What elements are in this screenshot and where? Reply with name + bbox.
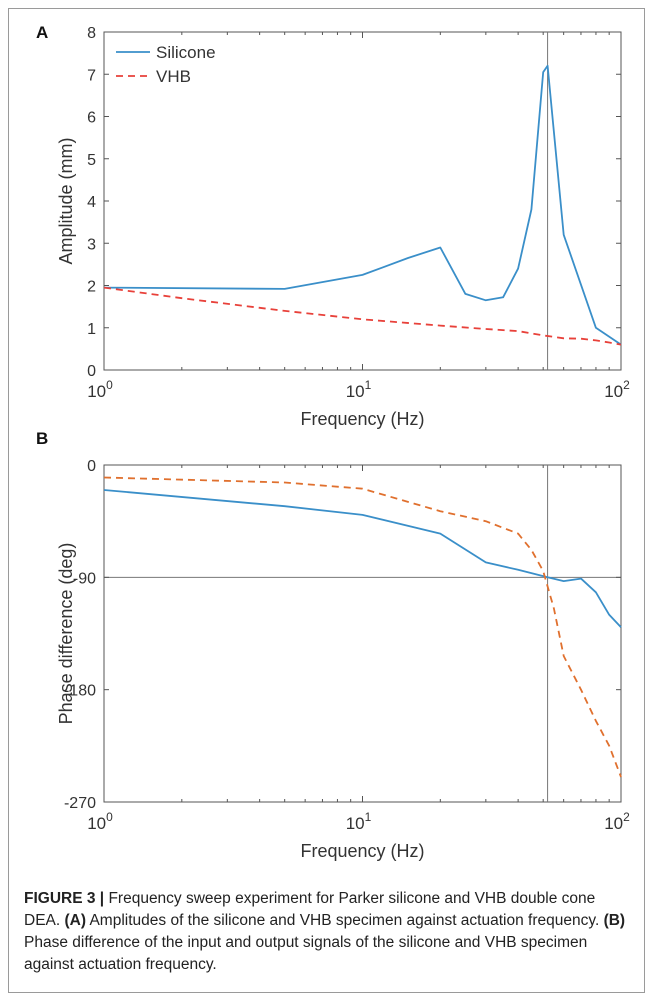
caption-text: Frequency sweep experiment for Parker si… bbox=[24, 890, 596, 929]
panel-b-xlabel: Frequency (Hz) bbox=[300, 841, 424, 861]
figure-frame bbox=[8, 8, 645, 993]
caption-a-label: (A) bbox=[64, 912, 87, 929]
panel-a-legend-label-1: Silicone bbox=[156, 43, 216, 62]
panel-b-xtick-label: 100 bbox=[87, 810, 113, 833]
panel-b-ytick-label: 0 bbox=[87, 458, 96, 475]
panel-a-series-line-2 bbox=[103, 286, 622, 346]
panel-a-ytick-label: 8 bbox=[87, 25, 96, 42]
panel-a-ytick-label: 3 bbox=[87, 236, 96, 253]
panel-a-ylabel: Amplitude (mm) bbox=[56, 137, 76, 264]
caption-b-label: (B) bbox=[603, 912, 626, 929]
panel-b-ytick-label: -90 bbox=[73, 570, 96, 587]
panel-b-ylabel: Phase difference (deg) bbox=[56, 543, 76, 725]
panel-a-xtick-label: 100 bbox=[87, 378, 113, 401]
panel-b-xtick-label: 102 bbox=[604, 810, 630, 833]
panel-a-label: A bbox=[36, 23, 48, 42]
panel-b-ytick-label: -180 bbox=[64, 683, 96, 700]
figure-charts: A 0 1 2 3 4 5 6 7 8 100 101 102 Frequency (Hz) Amplitu… bbox=[36, 23, 630, 861]
panel-a-ytick-label: 4 bbox=[87, 194, 96, 211]
panel-a-xlabel: Frequency (Hz) bbox=[300, 409, 424, 429]
caption-b-text: Phase difference of the input and output… bbox=[24, 934, 588, 973]
panel-a-ytick-label: 2 bbox=[87, 279, 96, 296]
caption-label: FIGURE 3 | bbox=[24, 890, 105, 907]
panel-a-ytick-label: 1 bbox=[87, 321, 96, 338]
panel-a-xtick-label: 101 bbox=[346, 378, 372, 401]
panel-a-ytick-label: 0 bbox=[87, 363, 96, 380]
panel-b-series-line-2 bbox=[103, 476, 622, 778]
panel-b-xtick-label: 101 bbox=[346, 810, 372, 833]
panel-a-xtick-label: 102 bbox=[604, 378, 630, 401]
panel-b-series-line-1 bbox=[103, 489, 622, 628]
panel-a-ytick-label: 5 bbox=[87, 152, 96, 169]
panel-a-ytick-label: 6 bbox=[87, 110, 96, 127]
caption-a-text: Amplitudes of the silicone and VHB speci… bbox=[86, 912, 604, 929]
panel-b-label: B bbox=[36, 429, 48, 448]
figure-caption: FIGURE 3 | Frequency sweep experiment fo… bbox=[24, 888, 634, 976]
panel-b-ytick-label: -270 bbox=[64, 795, 96, 812]
panel-a-legend-label-2: VHB bbox=[156, 67, 191, 86]
panel-a-series-line-1 bbox=[103, 64, 622, 346]
panel-a-ytick-label: 7 bbox=[87, 67, 96, 84]
